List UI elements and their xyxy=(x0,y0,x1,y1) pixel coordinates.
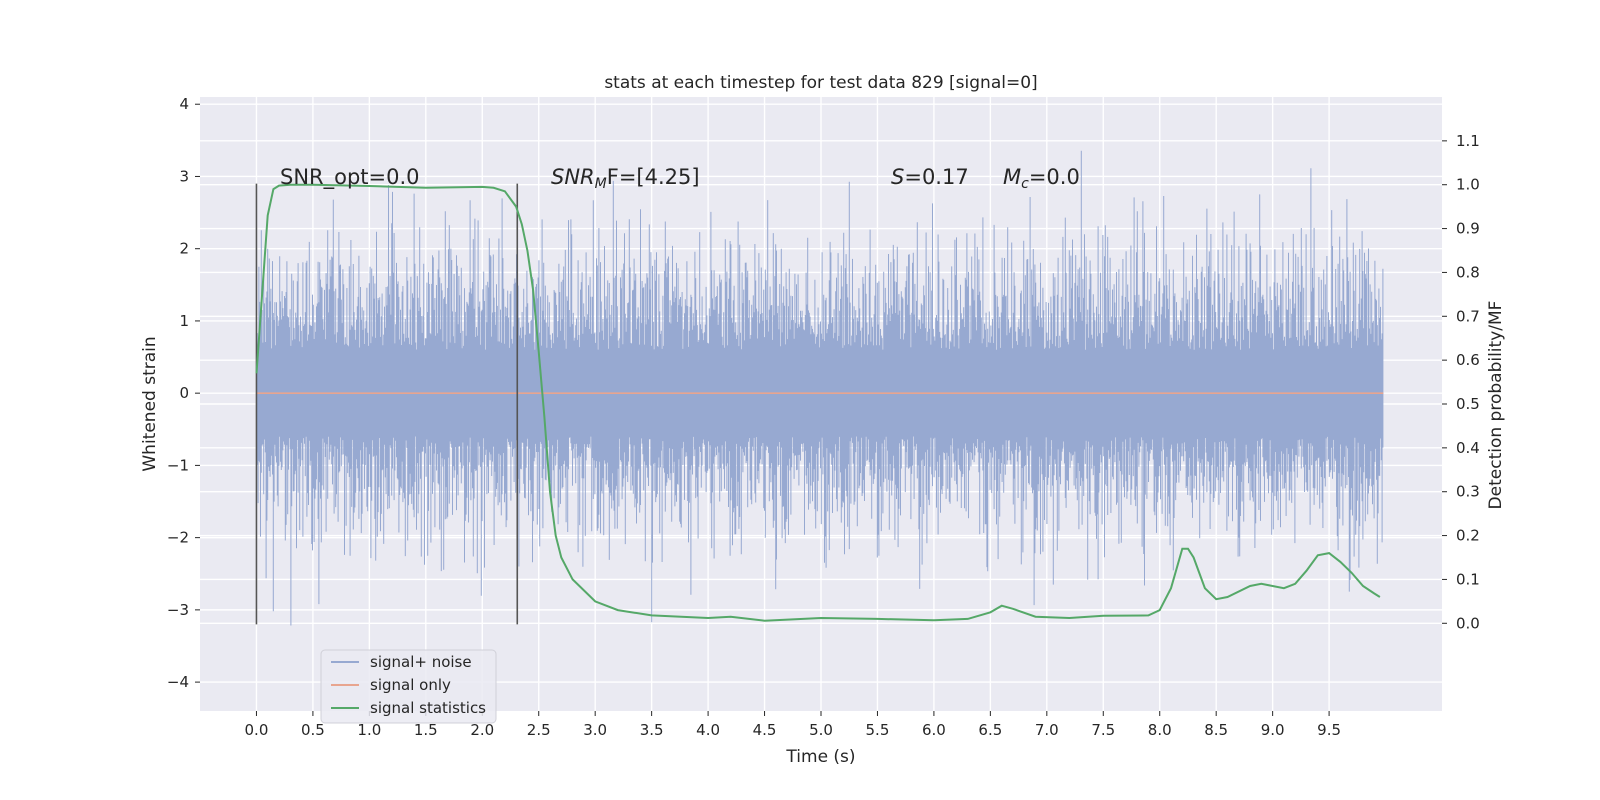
legend-label-signal-statistics: signal statistics xyxy=(370,699,486,717)
y-right-tick-9: 0.9 xyxy=(1456,220,1480,238)
x-tick-5: 2.5 xyxy=(527,721,551,739)
x-tick-16: 8.0 xyxy=(1148,721,1172,739)
x-tick-3: 1.5 xyxy=(414,721,438,739)
annotation-snr-mf-rest: F=[4.25] xyxy=(607,165,700,189)
y-right-axis-label: Detection probability/MF xyxy=(1486,301,1506,510)
y-right-tick-6: 0.6 xyxy=(1456,351,1480,369)
y-right-tick-4: 0.4 xyxy=(1456,439,1480,457)
legend-label-signal-noise: signal+ noise xyxy=(370,653,472,671)
y-right-tick-5: 0.5 xyxy=(1456,395,1480,413)
y-axis-label: Whitened strain xyxy=(140,336,160,471)
x-tick-17: 8.5 xyxy=(1204,721,1228,739)
y-tick-6: 2 xyxy=(179,240,189,258)
annotation-snr-mf: SNRMF=[4.25] xyxy=(551,165,700,192)
x-tick-7: 3.5 xyxy=(640,721,664,739)
y-right-tick-10: 1.0 xyxy=(1456,176,1480,194)
annotation-snr-mf-name: SNR xyxy=(551,165,595,189)
x-tick-4: 2.0 xyxy=(470,721,494,739)
x-tick-2: 1.0 xyxy=(357,721,381,739)
y-right-tick-3: 0.3 xyxy=(1456,483,1480,501)
y-tick-8: 4 xyxy=(179,95,189,113)
y-tick-7: 3 xyxy=(179,167,189,185)
x-tick-15: 7.5 xyxy=(1091,721,1115,739)
x-tick-14: 7.0 xyxy=(1035,721,1059,739)
y-tick-3: −1 xyxy=(167,456,189,474)
x-tick-19: 9.5 xyxy=(1317,721,1341,739)
legend: signal+ noise signal only signal statist… xyxy=(320,649,497,724)
y-tick-5: 1 xyxy=(179,312,189,330)
y-axis-ticks: −4 −3 −2 −1 0 1 2 3 4 xyxy=(167,95,200,691)
annotation-mc: Mc=0.0 xyxy=(1003,165,1080,192)
vertical-lines xyxy=(255,183,519,625)
y-tick-1: −3 xyxy=(167,601,189,619)
annotation-s: S=0.17 xyxy=(891,165,969,189)
x-tick-6: 3.0 xyxy=(583,721,607,739)
x-tick-0: 0.0 xyxy=(245,721,269,739)
x-tick-11: 5.5 xyxy=(866,721,890,739)
annotation-mc-sub: c xyxy=(1021,176,1029,192)
annotation-s-rest: =0.17 xyxy=(904,165,968,189)
annotation-mc-name: M xyxy=(1003,165,1021,189)
x-tick-9: 4.5 xyxy=(753,721,777,739)
y-tick-2: −2 xyxy=(167,529,189,547)
annotation-s-name: S xyxy=(891,165,904,189)
y-right-tick-8: 0.8 xyxy=(1456,263,1480,281)
annotation-mc-rest: =0.0 xyxy=(1029,165,1080,189)
x-tick-18: 9.0 xyxy=(1261,721,1285,739)
y-right-tick-2: 0.2 xyxy=(1456,527,1480,545)
y-tick-0: −4 xyxy=(167,673,189,691)
y-right-tick-11: 1.1 xyxy=(1456,132,1480,150)
y-tick-4: 0 xyxy=(179,384,189,402)
annotation-snr-opt: SNR_opt=0.0 xyxy=(280,165,420,190)
legend-label-signal-only: signal only xyxy=(370,676,451,694)
y-right-tick-0: 0.0 xyxy=(1456,614,1480,632)
chart-title: stats at each timestep for test data 829… xyxy=(604,73,1037,93)
legend-box xyxy=(320,649,497,724)
y-right-tick-1: 0.1 xyxy=(1456,570,1480,588)
x-axis-ticks: 0.0 0.5 1.0 1.5 2.0 2.5 3.0 3.5 4.0 4.5 5.0 5.5 6.0 6… xyxy=(245,711,1341,739)
x-tick-12: 6.0 xyxy=(922,721,946,739)
series-signal-statistics xyxy=(255,183,1381,622)
x-tick-13: 6.5 xyxy=(978,721,1002,739)
x-tick-1: 0.5 xyxy=(301,721,325,739)
x-tick-10: 5.0 xyxy=(809,721,833,739)
x-tick-8: 4.0 xyxy=(696,721,720,739)
annotation-snr-mf-sub: M xyxy=(595,176,607,192)
y-right-tick-7: 0.7 xyxy=(1456,307,1480,325)
x-axis-label: Time (s) xyxy=(785,747,855,767)
y-right-axis-ticks: 0.0 0.1 0.2 0.3 0.4 0.5 0.6 0.7 0.8 0.9 1.0 1.1 xyxy=(1442,132,1480,632)
